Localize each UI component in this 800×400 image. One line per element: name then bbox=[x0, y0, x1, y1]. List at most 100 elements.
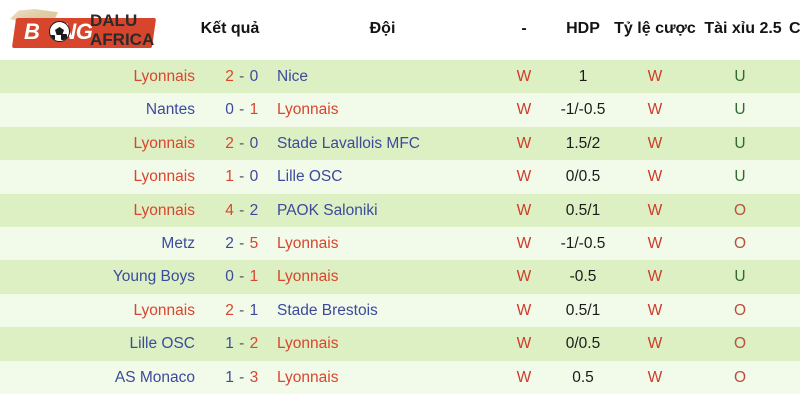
result-indicator: W bbox=[516, 301, 532, 319]
away-team-name: Nice bbox=[277, 68, 309, 85]
over-under-indicator: U bbox=[734, 168, 746, 186]
home-score: 2 bbox=[225, 234, 235, 252]
match-score: 2 - 5 bbox=[211, 227, 273, 260]
handicap-value: -1/-0.5 bbox=[560, 234, 606, 252]
odds-indicator: W bbox=[647, 168, 663, 186]
away-score: 0 bbox=[249, 168, 259, 186]
odds-indicator: W bbox=[647, 301, 663, 319]
home-team-name: Metz bbox=[161, 234, 195, 252]
handicap-value: -0.5 bbox=[569, 268, 597, 286]
result-indicator: W bbox=[516, 134, 532, 152]
table-header: B NG DALU AFRICA Kết quả Đội - HDP Tỷ lệ … bbox=[0, 0, 800, 60]
home-score: 1 bbox=[225, 368, 235, 386]
away-score: 1 bbox=[249, 301, 259, 319]
handicap-value: 1.5/2 bbox=[565, 134, 601, 152]
away-score: 2 bbox=[249, 201, 259, 219]
table-row[interactable]: Lyonnais 2 - 0 Nice W 1 W U bbox=[0, 60, 800, 94]
away-score: 3 bbox=[249, 368, 259, 386]
home-score: 1 bbox=[225, 335, 235, 353]
away-team-name: Lyonnais bbox=[277, 368, 339, 386]
over-under-indicator: O bbox=[733, 201, 747, 219]
odds-indicator: W bbox=[647, 201, 663, 219]
over-under-indicator: U bbox=[734, 134, 746, 152]
home-score: 1 bbox=[225, 168, 235, 186]
match-score: 2 - 0 bbox=[211, 127, 273, 160]
score-separator: - bbox=[234, 134, 250, 152]
column-header-result: Kết quả bbox=[200, 20, 260, 37]
away-team-name: Lille OSC bbox=[277, 168, 343, 186]
over-under-indicator: O bbox=[733, 234, 747, 252]
home-team-name: AS Monaco bbox=[114, 368, 195, 386]
column-header-team: Đội bbox=[369, 20, 396, 37]
away-team-name: PAOK Saloniki bbox=[277, 201, 378, 219]
table-row[interactable]: Young Boys 0 - 1 Lyonnais W -0.5 W U bbox=[0, 260, 800, 294]
odds-indicator: W bbox=[647, 268, 663, 286]
away-score: 5 bbox=[249, 234, 259, 252]
over-under-indicator: U bbox=[734, 268, 746, 286]
home-team-name: Lyonnais bbox=[133, 301, 195, 319]
result-indicator: W bbox=[516, 168, 532, 186]
home-team-name: Lille OSC bbox=[129, 335, 195, 353]
odds-indicator: W bbox=[647, 134, 663, 152]
match-rows: Lyonnais 2 - 0 Nice W 1 W U Nantes 0 - 1 Lyonnais… bbox=[0, 60, 800, 394]
over-under-indicator: U bbox=[734, 101, 746, 119]
table-row[interactable]: Lille OSC 1 - 2 Lyonnais W 0/0.5 W O bbox=[0, 327, 800, 361]
table-row[interactable]: Lyonnais 2 - 1 Stade Brestois W 0.5/1 W O bbox=[0, 293, 800, 328]
score-separator: - bbox=[234, 68, 250, 85]
match-score: 0 - 1 bbox=[211, 93, 273, 126]
result-indicator: W bbox=[516, 368, 532, 386]
odds-indicator: W bbox=[647, 234, 663, 252]
logo-letter-b: B bbox=[24, 19, 40, 44]
table-row[interactable]: Nantes 0 - 1 Lyonnais W -1/-0.5 W U bbox=[0, 93, 800, 127]
score-separator: - bbox=[234, 234, 250, 252]
score-separator: - bbox=[234, 201, 250, 219]
result-indicator: W bbox=[516, 101, 532, 119]
over-under-indicator: O bbox=[733, 301, 747, 319]
match-score: 2 - 1 bbox=[211, 294, 273, 327]
result-indicator: W bbox=[516, 234, 532, 252]
home-score: 2 bbox=[225, 301, 235, 319]
handicap-value: 0/0.5 bbox=[565, 168, 601, 186]
match-score: 1 - 0 bbox=[211, 160, 273, 193]
logo-dalu-text: DALU bbox=[90, 11, 138, 30]
score-separator: - bbox=[234, 335, 250, 353]
handicap-value: 0.5/1 bbox=[565, 301, 601, 319]
odds-indicator: W bbox=[647, 368, 663, 386]
result-indicator: W bbox=[516, 335, 532, 353]
odds-indicator: W bbox=[647, 101, 663, 119]
logo-africa-text: AFRICA bbox=[90, 30, 155, 49]
column-header-truncated: C bbox=[789, 20, 800, 37]
odds-indicator: W bbox=[647, 68, 663, 85]
score-separator: - bbox=[234, 101, 250, 119]
match-score: 2 - 0 bbox=[211, 60, 273, 93]
home-score: 2 bbox=[225, 68, 235, 85]
match-score: 4 - 2 bbox=[211, 194, 273, 227]
table-row[interactable]: Lyonnais 4 - 2 PAOK Saloniki W 0.5/1 W O bbox=[0, 193, 800, 227]
site-logo[interactable]: B NG DALU AFRICA bbox=[6, 4, 166, 52]
away-score: 2 bbox=[249, 335, 259, 353]
handicap-value: -1/-0.5 bbox=[560, 101, 606, 119]
table-row[interactable]: Metz 2 - 5 Lyonnais W -1/-0.5 W O bbox=[0, 226, 800, 261]
result-indicator: W bbox=[516, 201, 532, 219]
score-separator: - bbox=[234, 268, 250, 286]
table-row[interactable]: AS Monaco 1 - 3 Lyonnais W 0.5 W O bbox=[0, 360, 800, 394]
away-team-name: Lyonnais bbox=[277, 335, 339, 353]
home-score: 0 bbox=[225, 101, 235, 119]
table-row[interactable]: Lyonnais 1 - 0 Lille OSC W 0/0.5 W U bbox=[0, 160, 800, 194]
away-score: 1 bbox=[249, 101, 259, 119]
odds-indicator: W bbox=[647, 335, 663, 353]
score-separator: - bbox=[234, 168, 250, 186]
table-row[interactable]: Lyonnais 2 - 0 Stade Lavallois MFC W 1.5/2 W U bbox=[0, 126, 800, 161]
home-team-name: Lyonnais bbox=[133, 201, 195, 219]
away-score: 1 bbox=[249, 268, 259, 286]
away-team-name: Stade Lavallois MFC bbox=[277, 134, 421, 152]
handicap-value: 0.5/1 bbox=[565, 201, 601, 219]
result-indicator: W bbox=[516, 68, 532, 85]
column-header-odds: Tỷ lệ cược bbox=[614, 20, 696, 37]
away-score: 0 bbox=[249, 68, 259, 85]
away-team-name: Lyonnais bbox=[277, 268, 339, 286]
home-score: 2 bbox=[225, 134, 235, 152]
home-team-name: Lyonnais bbox=[133, 134, 195, 152]
over-under-indicator: O bbox=[733, 335, 747, 353]
away-team-name: Lyonnais bbox=[277, 234, 339, 252]
